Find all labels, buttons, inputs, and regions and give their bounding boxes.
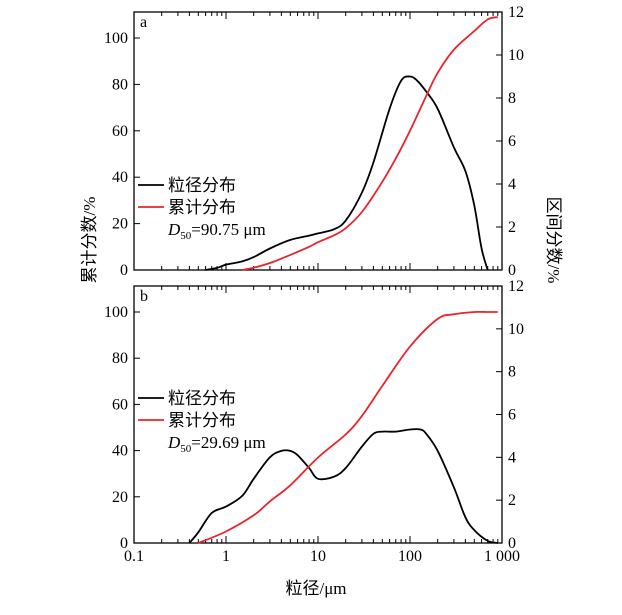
x-tick-label: 0.1	[124, 548, 144, 565]
y-tick-label-left: 0	[120, 535, 128, 552]
y-tick-label-right: 10	[508, 47, 524, 64]
y-tick-label-right: 4	[508, 449, 516, 466]
d50-annotation: D50=29.69 μm	[167, 433, 266, 455]
y-tick-label-left: 20	[112, 216, 128, 233]
y-tick-label-right: 2	[508, 492, 516, 509]
y-tick-label-right: 4	[508, 176, 516, 193]
y-tick-label-right: 2	[508, 219, 516, 236]
y-tick-label-left: 80	[112, 76, 128, 93]
y-tick-label-right: 10	[508, 321, 524, 338]
y-tick-label-left: 20	[112, 489, 128, 506]
x-tick-label: 100	[398, 548, 422, 565]
y-tick-label-left: 60	[112, 396, 128, 413]
y-tick-label-left: 40	[112, 169, 128, 186]
y-tick-label-left: 0	[120, 262, 128, 279]
y-tick-label-right: 0	[508, 262, 516, 279]
series-line	[188, 428, 499, 544]
legend-label: 累计分布	[168, 411, 236, 430]
legend-label: 累计分布	[168, 198, 236, 217]
y-tick-label-left: 80	[112, 350, 128, 367]
d50-annotation: D50=90.75 μm	[167, 220, 266, 242]
y-tick-label-right: 8	[508, 364, 516, 381]
series-line	[197, 310, 498, 544]
series-line	[205, 75, 489, 271]
y-tick-label-left: 100	[104, 30, 128, 47]
y-tick-label-right: 0	[508, 535, 516, 552]
series-line	[242, 16, 499, 271]
y-tick-label-right: 12	[508, 278, 524, 295]
y-tick-label-left: 40	[112, 443, 128, 460]
y-tick-label-right: 6	[508, 407, 516, 424]
x-tick-label: 10	[310, 548, 326, 565]
legend-label: 粒径分布	[168, 389, 236, 408]
x-tick-label: 1	[222, 548, 230, 565]
y-tick-label-left: 60	[112, 123, 128, 140]
panel-label: a	[140, 14, 147, 31]
y-tick-label-right: 8	[508, 90, 516, 107]
y-axis-label-right: 区间分数/%	[544, 197, 563, 284]
panel-b: 0.1 1 10 100 1 000020406080100024681012b粒径分布…	[104, 278, 524, 565]
y-tick-label-left: 100	[104, 304, 128, 321]
x-axis-label: 粒径/μm	[285, 579, 346, 598]
y-axis-label-left: 累计分数/%	[80, 197, 99, 284]
legend-label: 粒径分布	[168, 176, 236, 195]
panel-label: b	[140, 288, 148, 305]
y-tick-label-right: 12	[508, 4, 524, 21]
x-tick-label: 1 000	[484, 548, 520, 565]
y-tick-label-right: 6	[508, 133, 516, 150]
